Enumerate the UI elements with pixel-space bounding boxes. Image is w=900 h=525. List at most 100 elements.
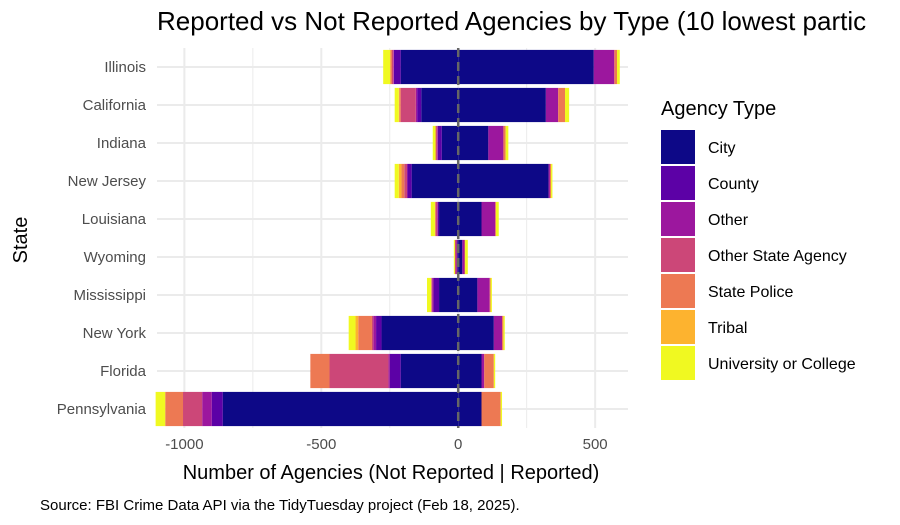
y-axis-ticks: Illinois California Indiana New Jersey Louis…: [57, 59, 147, 418]
legend-title: Agency Type: [661, 98, 776, 120]
bar-not-reported-other-state-agency: [435, 201, 438, 237]
legend-key-tribal: [661, 310, 695, 344]
bar-not-reported-other: [407, 163, 408, 199]
bar-reported-university-or-college: [617, 49, 620, 85]
bar-not-reported-tribal: [398, 87, 400, 123]
bar-reported-other: [493, 315, 503, 351]
bar-not-reported-other-state-agency: [400, 87, 416, 123]
bar-not-reported-university-or-college: [430, 201, 435, 237]
bar-not-reported-city: [381, 315, 459, 351]
bar-not-reported-county: [417, 87, 422, 123]
bar-not-reported-state-police: [310, 353, 330, 389]
bar-reported-university-or-college: [490, 277, 492, 313]
bar-not-reported-other-state-agency: [436, 125, 438, 161]
legend-label: County: [708, 176, 759, 193]
bar-not-reported-state-police: [435, 125, 437, 161]
bar-reported-state-police: [502, 315, 504, 351]
bar-not-reported-other: [437, 201, 438, 237]
legend-label: University or College: [708, 356, 856, 373]
bar-reported-state-police: [503, 125, 506, 161]
bar-reported-city: [458, 125, 489, 161]
legend-label: Other State Agency: [708, 248, 847, 265]
bar-not-reported-state-police: [358, 315, 372, 351]
bar-not-reported-tribal: [355, 315, 359, 351]
bar-not-reported-city: [411, 163, 459, 199]
bar-not-reported-other-state-agency: [431, 277, 433, 313]
bar-not-reported-state-police: [401, 163, 405, 199]
bar-not-reported-other: [415, 87, 418, 123]
x-axis-title: Number of Agencies (Not Reported | Repor…: [183, 462, 600, 484]
bar-not-reported-county: [433, 277, 440, 313]
y-tick-label: California: [83, 97, 147, 114]
bar-not-reported-city: [400, 353, 459, 389]
legend-label: City: [708, 140, 736, 157]
y-tick-label: Wyoming: [84, 249, 146, 266]
bar-not-reported-county: [437, 201, 440, 237]
bar-reported-state-police: [549, 163, 552, 199]
bar-not-reported-university-or-college: [383, 49, 391, 85]
bar-reported-other: [481, 353, 485, 389]
bar-reported-other: [481, 201, 496, 237]
bar-not-reported-tribal: [390, 49, 391, 85]
bar-not-reported-university-or-college: [427, 277, 432, 313]
bar-reported-city: [458, 391, 482, 427]
caption: Source: FBI Crime Data API via the TidyT…: [40, 497, 520, 514]
bar-reported-state-police: [481, 391, 501, 427]
legend-label: Tribal: [708, 320, 747, 337]
bar-not-reported-other: [373, 315, 377, 351]
bar-reported-university-or-college: [465, 239, 468, 275]
bar-not-reported-county: [393, 49, 401, 85]
bar-reported-other: [548, 163, 550, 199]
bar-reported-city: [458, 239, 463, 275]
bar-reported-city: [458, 353, 482, 389]
bar-not-reported-state-police: [434, 201, 436, 237]
bar-not-reported-other: [202, 391, 212, 427]
bar-reported-city: [458, 315, 494, 351]
bar-not-reported-state-police: [399, 87, 401, 123]
y-tick-label: Mississippi: [73, 287, 146, 304]
bar-not-reported-city: [222, 391, 459, 427]
bar-not-reported-city: [441, 125, 459, 161]
legend: Agency Type City County Other Other State A…: [661, 98, 856, 380]
bar-reported-university-or-college: [505, 125, 509, 161]
bar-not-reported-university-or-college: [394, 87, 399, 123]
bar-not-reported-other-state-agency: [371, 315, 374, 351]
bar-reported-state-police: [484, 353, 494, 389]
x-tick-label: -1000: [165, 436, 203, 453]
bar-not-reported-state-police: [165, 391, 184, 427]
bar-not-reported-university-or-college: [432, 125, 436, 161]
bar-not-reported-other: [432, 277, 434, 313]
bar-reported-university-or-college: [500, 391, 503, 427]
y-tick-label: Illinois: [104, 59, 146, 76]
bar-reported-city: [458, 201, 482, 237]
bar-not-reported-state-police: [431, 277, 432, 313]
bar-not-reported-county: [437, 125, 442, 161]
bar-not-reported-other: [437, 125, 438, 161]
y-tick-label: Louisiana: [82, 211, 147, 228]
legend-label: Other: [708, 212, 749, 229]
bar-not-reported-city: [439, 201, 459, 237]
bars: [155, 49, 620, 427]
bar-reported-other: [477, 277, 490, 313]
bar-not-reported-city: [457, 239, 459, 275]
y-tick-label: New Jersey: [68, 173, 147, 190]
bar-reported-state-police: [464, 239, 466, 275]
bar-reported-state-police: [495, 201, 497, 237]
bar-not-reported-other-state-agency: [329, 353, 389, 389]
bar-reported-city: [458, 277, 478, 313]
bar-not-reported-other-state-agency: [391, 49, 394, 85]
bar-not-reported-other: [388, 353, 390, 389]
x-tick-label: -500: [306, 436, 336, 453]
bar-not-reported-county: [407, 163, 412, 199]
bar-not-reported-other-state-agency: [454, 239, 457, 275]
y-tick-label: Indiana: [97, 135, 147, 152]
y-tick-label: New York: [83, 325, 147, 342]
bar-reported-city: [458, 87, 546, 123]
bar-reported-city: [458, 163, 549, 199]
bar-reported-university-or-college: [493, 353, 496, 389]
legend-key-other-state-agency: [661, 238, 695, 272]
y-tick-label: Florida: [100, 363, 147, 380]
bar-not-reported-county: [211, 391, 223, 427]
bar-reported-university-or-college: [565, 87, 570, 123]
